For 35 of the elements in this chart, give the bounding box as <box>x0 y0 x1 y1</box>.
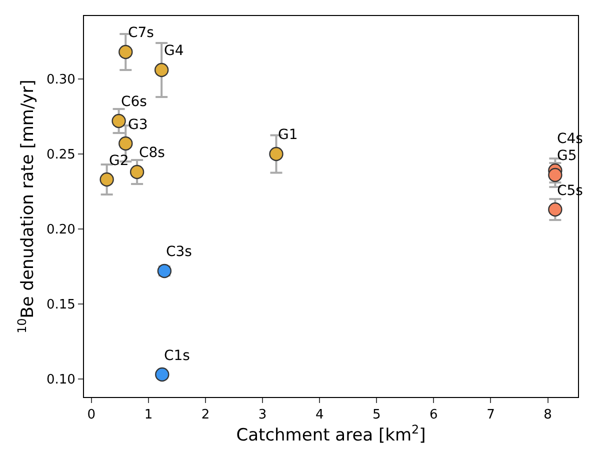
y-tick-label: 0.10 <box>46 372 76 388</box>
point <box>112 114 126 128</box>
point <box>118 136 133 151</box>
x-tick-label: 8 <box>544 408 552 423</box>
y-tick-label: 0.15 <box>46 298 76 313</box>
x-tick-label: 5 <box>372 408 381 423</box>
point <box>548 202 562 217</box>
y-tick-label: 0.30 <box>46 72 76 88</box>
x-axis-title: Catchment area [km$^{2}$] <box>236 422 426 446</box>
x-tick-label: 2 <box>201 408 210 423</box>
x-tick-label: 3 <box>258 408 267 423</box>
y-tick-label: 0.20 <box>46 222 76 238</box>
annotation: G5 <box>557 148 577 164</box>
x-tick-label: 1 <box>144 408 153 423</box>
x-tick-label: 7 <box>486 408 495 423</box>
annotation: G2 <box>109 153 129 169</box>
annotation: C1s <box>164 348 190 364</box>
point <box>155 367 170 382</box>
annotation: C6s <box>121 94 147 110</box>
annotation: G3 <box>128 117 148 133</box>
point <box>548 168 562 182</box>
annotation: C8s <box>139 145 165 161</box>
x-tick-label: 4 <box>315 408 324 423</box>
y-tick-label: 0.25 <box>46 148 76 163</box>
annotation: G4 <box>164 43 184 59</box>
x-tick-label: 6 <box>430 408 438 423</box>
annotation: C7s <box>128 25 154 41</box>
point <box>100 172 114 187</box>
point <box>269 146 284 162</box>
point <box>118 44 133 60</box>
x-tick-label: 0 <box>87 408 96 423</box>
point <box>154 62 169 78</box>
point <box>130 164 144 180</box>
annotation: C3s <box>166 244 192 260</box>
annotation: G1 <box>278 127 298 143</box>
